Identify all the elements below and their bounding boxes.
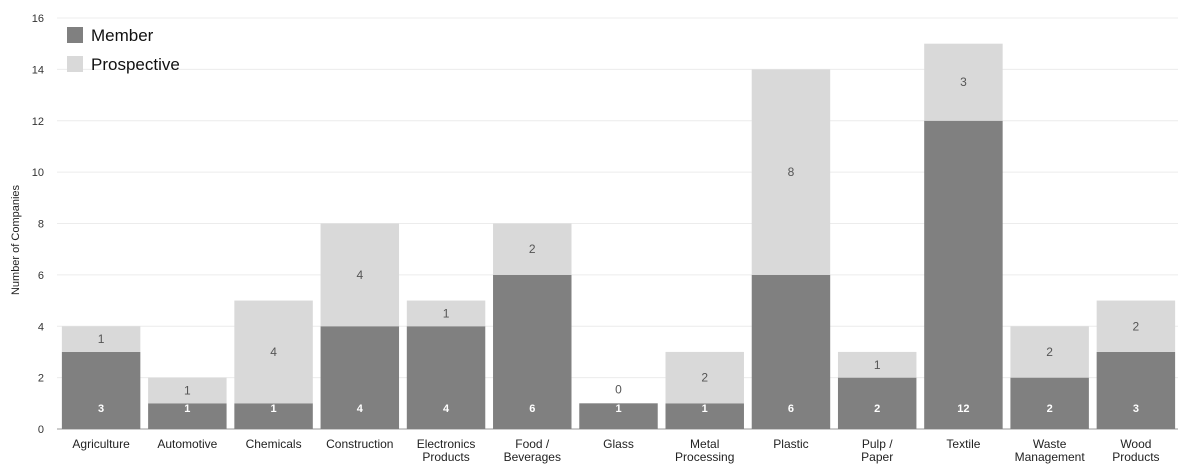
y-tick-label: 8 [38, 219, 44, 231]
data-label-member: 12 [957, 403, 969, 415]
y-tick-label: 4 [38, 321, 44, 333]
bar-member [665, 403, 744, 429]
data-label-member: 1 [702, 403, 708, 415]
data-label-prospective: 3 [960, 75, 967, 89]
bar-member [148, 403, 227, 429]
y-tick-label: 12 [32, 116, 44, 128]
y-tick-label: 2 [38, 373, 44, 385]
data-label-prospective: 4 [356, 268, 363, 282]
data-label-member: 2 [1047, 403, 1053, 415]
bar-prospective [320, 223, 400, 327]
x-category-label: Metal Processing [675, 437, 734, 464]
data-label-prospective: 1 [98, 332, 105, 346]
bar-member [837, 377, 917, 429]
legend-swatch-prospective [67, 56, 83, 72]
x-category-label: Textile [946, 437, 980, 451]
x-category-label: Chemicals [246, 437, 302, 451]
x-category-label: Electronics Products [417, 437, 476, 464]
data-label-prospective: 8 [788, 165, 795, 179]
bar-member [320, 326, 400, 429]
bar-member [493, 274, 572, 429]
bar-member [406, 326, 486, 429]
data-label-member: 6 [529, 403, 535, 415]
bar-member [1010, 377, 1089, 429]
bar-prospective [234, 300, 313, 404]
y-axis-label: Number of Companies [10, 184, 22, 295]
data-label-member: 3 [98, 403, 104, 415]
data-label-prospective: 1 [184, 383, 191, 397]
bar-prospective [665, 351, 744, 404]
y-tick-label: 16 [32, 13, 44, 25]
x-category-label: Pulp / Paper [861, 437, 893, 464]
bar-prospective [924, 43, 1003, 121]
data-label-prospective: 1 [443, 306, 450, 320]
data-label-member: 1 [271, 403, 277, 415]
legend-label-member: Member [91, 26, 154, 45]
bar-prospective [61, 326, 141, 352]
bar-member [61, 351, 141, 429]
bar-member [1096, 351, 1176, 429]
y-axis-ticks: 0 2 4 6 8 10 12 14 16 [32, 13, 44, 436]
x-category-label: Food / Beverages [504, 437, 561, 464]
gridlines [57, 17, 1178, 430]
data-label-prospective: 2 [1133, 319, 1140, 333]
bar-prospective [1096, 300, 1176, 352]
bar-prospective [406, 300, 486, 327]
bar-prospective [837, 351, 917, 378]
data-label-prospective: 2 [701, 371, 708, 385]
legend-label-prospective: Prospective [91, 55, 180, 74]
x-category-label: Waste Management [1015, 437, 1086, 464]
y-tick-label: 10 [32, 167, 44, 179]
data-label-member: 4 [357, 403, 364, 415]
y-tick-label: 6 [38, 270, 44, 282]
x-category-label: Glass [603, 437, 634, 451]
y-tick-label: 0 [38, 424, 44, 436]
x-category-label: Automotive [157, 437, 217, 451]
data-label-prospective: 2 [1046, 345, 1053, 359]
x-category-label: Plastic [773, 437, 808, 451]
x-category-label: Agriculture [72, 437, 130, 451]
bar-member [751, 274, 831, 429]
data-label-member: 6 [788, 403, 794, 415]
data-label-member: 3 [1133, 403, 1139, 415]
x-axis-categories: Agriculture Automotive Chemicals Constructi… [72, 437, 1159, 464]
bar-prospective [148, 377, 227, 404]
data-label-prospective: 1 [874, 358, 881, 372]
bar-prospective [751, 69, 831, 275]
data-label-prospective: 4 [270, 345, 277, 359]
y-tick-label: 14 [32, 64, 44, 76]
data-label-member: 2 [874, 403, 880, 415]
x-category-label: Wood Products [1112, 437, 1159, 464]
data-label-prospective: 0 [615, 382, 622, 396]
data-label-member: 4 [443, 403, 450, 415]
bar-member [579, 403, 658, 429]
data-label-member: 1 [615, 403, 621, 415]
bar-prospective [493, 223, 572, 275]
data-label-member: 1 [184, 403, 190, 415]
legend: Member Prospective [67, 26, 180, 74]
data-label-prospective: 2 [529, 242, 536, 256]
x-category-label: Construction [326, 437, 393, 451]
bar-member [234, 403, 313, 429]
bar-prospective [1010, 326, 1089, 378]
legend-swatch-member [67, 27, 83, 43]
bar-member [924, 120, 1003, 429]
bars [61, 43, 1176, 429]
